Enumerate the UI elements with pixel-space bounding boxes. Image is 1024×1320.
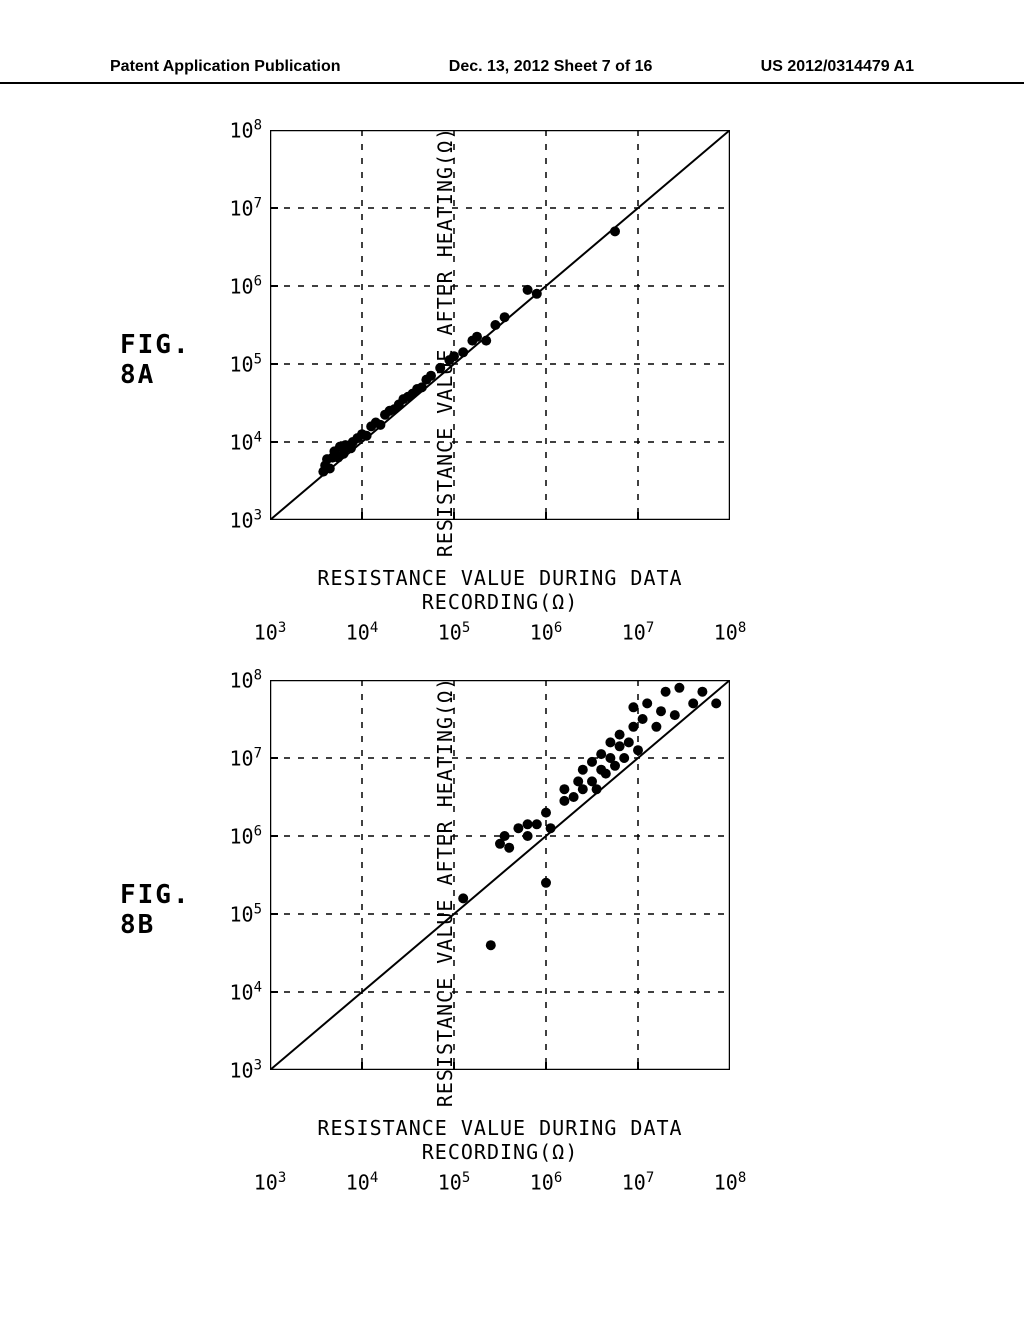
y-tick-label: 105 bbox=[229, 352, 262, 377]
x-tick-label: 103 bbox=[254, 1170, 287, 1195]
x-tick-label: 104 bbox=[346, 1170, 379, 1195]
x-tick-label: 106 bbox=[530, 620, 563, 645]
y-axis-label: RESISTANCE VALUE AFTER HEATING(Ω) bbox=[433, 677, 457, 1107]
scatter-plot bbox=[270, 130, 730, 520]
x-tick-label: 107 bbox=[622, 1170, 655, 1195]
header-right: US 2012/0314479 A1 bbox=[761, 58, 914, 76]
chart-fig8a: RESISTANCE VALUE AFTER HEATING(Ω)1031041… bbox=[270, 130, 730, 614]
x-axis-label: RESISTANCE VALUE DURING DATA RECORDING(Ω… bbox=[270, 1116, 730, 1164]
x-tick-label: 103 bbox=[254, 620, 287, 645]
x-tick-label: 108 bbox=[714, 620, 747, 645]
y-tick-label: 106 bbox=[229, 274, 262, 299]
scatter-plot bbox=[270, 680, 730, 1070]
y-tick-label: 107 bbox=[229, 746, 262, 771]
x-axis-label: RESISTANCE VALUE DURING DATA RECORDING(Ω… bbox=[270, 566, 730, 614]
y-tick-label: 108 bbox=[229, 118, 262, 143]
y-tick-label: 106 bbox=[229, 824, 262, 849]
chart-fig8b: RESISTANCE VALUE AFTER HEATING(Ω)1031041… bbox=[270, 680, 730, 1164]
y-axis-label: RESISTANCE VALUE AFTER HEATING(Ω) bbox=[433, 127, 457, 557]
y-tick-label: 108 bbox=[229, 668, 262, 693]
y-tick-label: 103 bbox=[229, 1058, 262, 1083]
x-tick-label: 108 bbox=[714, 1170, 747, 1195]
x-tick-label: 105 bbox=[438, 620, 471, 645]
y-tick-label: 104 bbox=[229, 430, 262, 455]
y-tick-label: 104 bbox=[229, 980, 262, 1005]
x-tick-label: 105 bbox=[438, 1170, 471, 1195]
figure-label: FIG. 8B bbox=[120, 880, 191, 940]
header-left: Patent Application Publication bbox=[110, 58, 341, 76]
y-tick-label: 105 bbox=[229, 902, 262, 927]
header-center: Dec. 13, 2012 Sheet 7 of 16 bbox=[449, 58, 653, 76]
figure-label: FIG. 8A bbox=[120, 330, 191, 390]
x-tick-label: 107 bbox=[622, 620, 655, 645]
x-tick-label: 104 bbox=[346, 620, 379, 645]
y-tick-label: 107 bbox=[229, 196, 262, 221]
page-header: Patent Application Publication Dec. 13, … bbox=[0, 58, 1024, 84]
y-tick-label: 103 bbox=[229, 508, 262, 533]
x-tick-label: 106 bbox=[530, 1170, 563, 1195]
